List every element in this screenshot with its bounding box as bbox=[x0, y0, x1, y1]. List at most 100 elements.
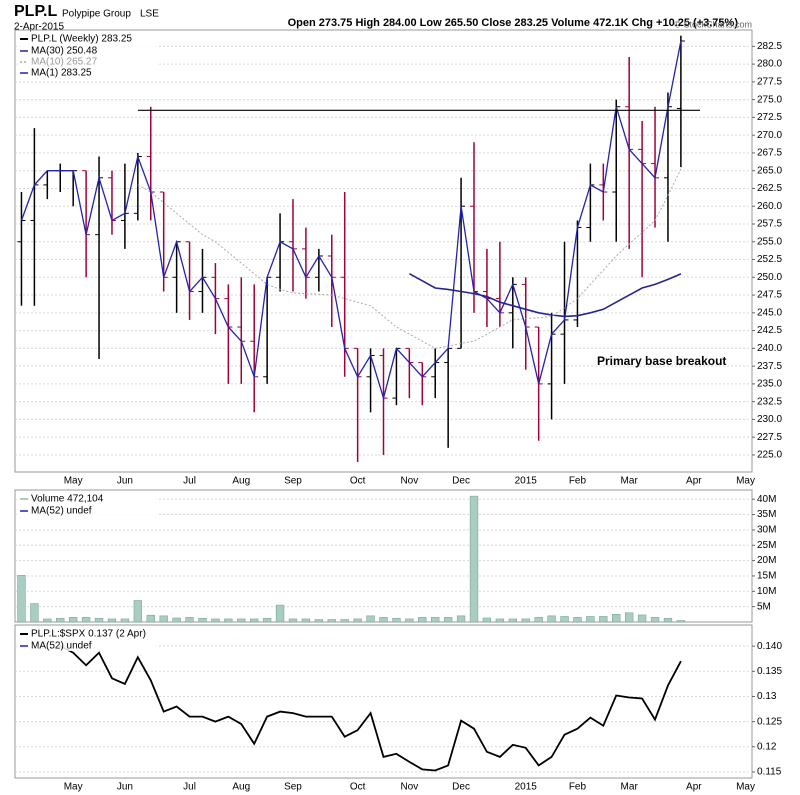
y-tick-label: 230.0 bbox=[757, 414, 782, 425]
volume-bar bbox=[327, 619, 336, 623]
volume-bar bbox=[495, 618, 505, 623]
x-tick-label: May bbox=[64, 476, 83, 487]
volume-bar bbox=[624, 612, 634, 623]
x-tick-label: May bbox=[736, 476, 755, 487]
x-tick-label: Sep bbox=[284, 782, 302, 793]
volume-bar bbox=[172, 617, 181, 623]
x-tick-label: 2015 bbox=[515, 782, 538, 793]
panel-frame bbox=[14, 624, 753, 779]
volume-bar bbox=[379, 617, 388, 623]
volume-bar bbox=[81, 617, 91, 623]
volume-bar bbox=[185, 617, 194, 623]
x-tick-label: Nov bbox=[400, 476, 418, 487]
x-tick-label: Apr bbox=[686, 782, 702, 793]
volume-bar bbox=[469, 495, 479, 623]
x-tick-label: Feb bbox=[569, 476, 587, 487]
y-tick-label: 0.12 bbox=[757, 741, 777, 752]
company-name: Polypipe Group bbox=[62, 9, 131, 20]
y-tick-label: 40M bbox=[757, 494, 776, 505]
volume-bar bbox=[301, 618, 311, 623]
y-tick-label: 232.5 bbox=[757, 396, 782, 407]
y-tick-label: 20M bbox=[757, 555, 776, 566]
volume-bar bbox=[676, 620, 686, 623]
y-tick-label: 245.0 bbox=[757, 307, 782, 318]
moving-average bbox=[409, 272, 682, 318]
x-tick-label: Jun bbox=[117, 782, 133, 793]
y-tick-label: 280.0 bbox=[757, 59, 782, 70]
volume-bar bbox=[650, 617, 660, 623]
x-tick-label: May bbox=[736, 782, 755, 793]
quote: Open 273.75 High 284.00 Low 265.50 Close… bbox=[288, 17, 739, 29]
x-tick-label: Mar bbox=[621, 782, 639, 793]
ratio-line bbox=[59, 645, 682, 772]
x-tick-label: May bbox=[64, 782, 83, 793]
x-tick-label: Dec bbox=[452, 476, 470, 487]
y-tick-label: 252.5 bbox=[757, 254, 782, 265]
volume-bar bbox=[56, 618, 65, 623]
y-tick-label: 255.0 bbox=[757, 236, 782, 247]
legend-title: PLP.L:$SPX 0.137 (2 Apr) bbox=[31, 629, 146, 640]
volume-bar bbox=[612, 614, 621, 623]
symbol: PLP.L bbox=[14, 3, 58, 20]
x-tick-label: Jul bbox=[183, 476, 196, 487]
x-tick-label: Apr bbox=[686, 476, 702, 487]
y-tick-label: 260.0 bbox=[757, 201, 782, 212]
legend-background bbox=[17, 32, 157, 80]
legend-background bbox=[17, 627, 157, 651]
legend-entry: MA(1) 283.25 bbox=[31, 68, 92, 79]
volume-bar bbox=[534, 617, 543, 623]
volume-bar bbox=[69, 617, 78, 623]
volume-bar bbox=[288, 618, 298, 623]
volume-bar bbox=[443, 617, 453, 623]
legend-entry: MA(10) 265.27 bbox=[31, 57, 98, 68]
volume-bar bbox=[146, 614, 155, 623]
volume-bar bbox=[262, 618, 272, 623]
close-line bbox=[20, 40, 682, 401]
volume-bar bbox=[107, 618, 117, 623]
legend-entry: MA(52) undef bbox=[31, 641, 92, 652]
volume-bar bbox=[237, 618, 246, 623]
volume-bar bbox=[431, 617, 440, 623]
volume-bar bbox=[547, 615, 556, 623]
annotation: Primary base breakout bbox=[597, 354, 726, 368]
volume-bar bbox=[599, 616, 608, 623]
y-tick-label: 275.0 bbox=[757, 94, 782, 105]
volume-bar bbox=[418, 617, 427, 623]
y-tick-label: 247.5 bbox=[757, 290, 782, 301]
volume-bar bbox=[250, 618, 259, 623]
volume-bar bbox=[366, 615, 375, 623]
volume-bar bbox=[159, 615, 168, 623]
y-tick-label: 0.125 bbox=[757, 716, 782, 727]
x-tick-label: Sep bbox=[284, 476, 302, 487]
y-tick-label: 240.0 bbox=[757, 343, 782, 354]
volume-bar bbox=[560, 616, 569, 623]
legend-entry: MA(52) undef bbox=[31, 506, 92, 517]
y-tick-label: 242.5 bbox=[757, 325, 782, 336]
volume-bar bbox=[392, 618, 401, 623]
x-tick-label: Aug bbox=[232, 476, 250, 487]
volume-bar bbox=[482, 617, 492, 623]
volume-bar bbox=[120, 618, 130, 623]
y-tick-label: 272.5 bbox=[757, 112, 782, 123]
y-tick-label: 0.135 bbox=[757, 666, 782, 677]
y-tick-label: 0.13 bbox=[757, 691, 777, 702]
y-tick-label: 30M bbox=[757, 525, 776, 536]
volume-bar bbox=[637, 614, 647, 623]
volume-bar bbox=[456, 615, 466, 623]
y-tick-label: 235.0 bbox=[757, 379, 782, 390]
volume-bar bbox=[508, 618, 517, 623]
legend-title: Volume 472,104 bbox=[31, 494, 104, 505]
panel-frame bbox=[14, 29, 753, 473]
x-tick-label: Jun bbox=[117, 476, 133, 487]
x-tick-label: Feb bbox=[569, 782, 587, 793]
volume-bar bbox=[586, 616, 595, 623]
volume-bar bbox=[663, 618, 673, 623]
y-tick-label: 10M bbox=[757, 586, 776, 597]
volume-bar bbox=[573, 617, 582, 623]
volume-bar bbox=[30, 603, 39, 623]
y-tick-label: 0.140 bbox=[757, 641, 782, 652]
y-tick-label: 25M bbox=[757, 540, 776, 551]
volume-bar bbox=[275, 604, 285, 623]
legend-background bbox=[17, 492, 157, 516]
